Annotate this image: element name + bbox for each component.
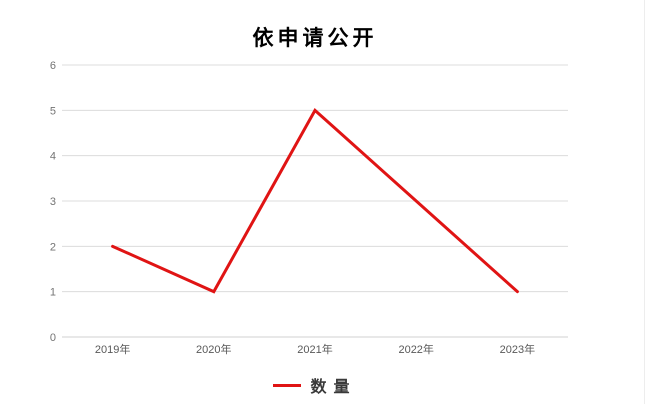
data-line-数量 xyxy=(111,107,519,294)
x-tick-label: 2019年 xyxy=(95,342,130,356)
y-tick-label: 4 xyxy=(50,151,56,163)
x-tick-label: 2023年 xyxy=(500,342,535,356)
chart-title: 依申请公开 xyxy=(252,26,378,50)
x-tick-label: 2021年 xyxy=(297,342,332,356)
legend: 数量 xyxy=(62,373,568,397)
window-right-edge xyxy=(644,0,645,404)
legend-line-marker xyxy=(273,383,302,387)
y-tick-label: 2 xyxy=(50,241,56,253)
y-tick-label: 6 xyxy=(50,60,56,72)
legend-series-label: 数量 xyxy=(310,379,357,396)
x-tick-label: 2020年 xyxy=(196,342,231,356)
y-tick-label: 3 xyxy=(50,196,56,208)
y-tick-label: 0 xyxy=(50,332,56,344)
x-tick-label: 2022年 xyxy=(398,342,433,356)
y-tick-label: 5 xyxy=(50,105,56,117)
y-tick-label: 1 xyxy=(50,287,56,299)
